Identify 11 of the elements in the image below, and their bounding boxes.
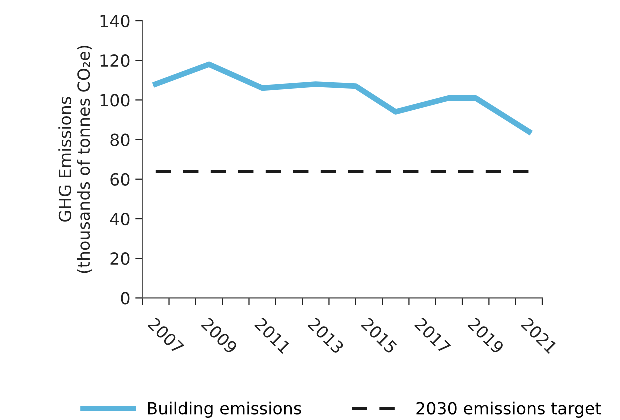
legend-label: Building emissions (148, 402, 302, 418)
y-tick-label: 40 (110, 212, 130, 226)
y-tick-label: 0 (121, 292, 130, 305)
y-axis-title: GHG Emissions (thousands of tonnes CO₂e) (58, 46, 92, 274)
y-tick-label: 20 (110, 252, 130, 266)
legend-label: 2030 emissions target (416, 402, 602, 418)
y-tick-label: 80 (110, 134, 130, 146)
y-tick-label: 100 (100, 94, 130, 107)
y-tick-label: 60 (110, 173, 130, 186)
y-tick-label: 140 (100, 14, 130, 28)
y-tick-label: 120 (100, 54, 130, 68)
